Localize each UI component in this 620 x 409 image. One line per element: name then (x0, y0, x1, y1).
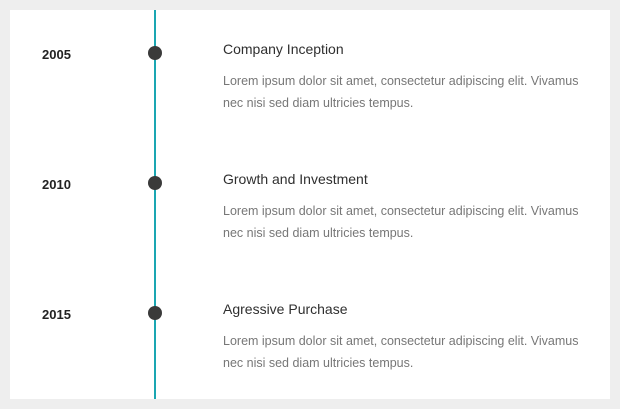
timeline-title: Company Inception (223, 41, 344, 57)
timeline-description: Lorem ipsum dolor sit amet, consectetur … (223, 204, 579, 240)
timeline-dot (148, 176, 162, 190)
timeline-year: 2010 (42, 177, 71, 192)
timeline-description: Lorem ipsum dolor sit amet, consectetur … (223, 74, 579, 110)
timeline-title: Growth and Investment (223, 171, 368, 187)
timeline-description: Lorem ipsum dolor sit amet, consectetur … (223, 334, 579, 370)
timeline-title: Agressive Purchase (223, 301, 348, 317)
timeline-year: 2015 (42, 307, 71, 322)
timeline-entry: 2015 Agressive Purchase Lorem ipsum dolo… (10, 300, 610, 400)
timeline-entry: 2010 Growth and Investment Lorem ipsum d… (10, 170, 610, 270)
timeline-year: 2005 (42, 47, 71, 62)
timeline-entry: 2005 Company Inception Lorem ipsum dolor… (10, 40, 610, 140)
timeline-dot (148, 306, 162, 320)
timeline-line (154, 10, 156, 399)
timeline-card (10, 10, 610, 399)
timeline-dot (148, 46, 162, 60)
